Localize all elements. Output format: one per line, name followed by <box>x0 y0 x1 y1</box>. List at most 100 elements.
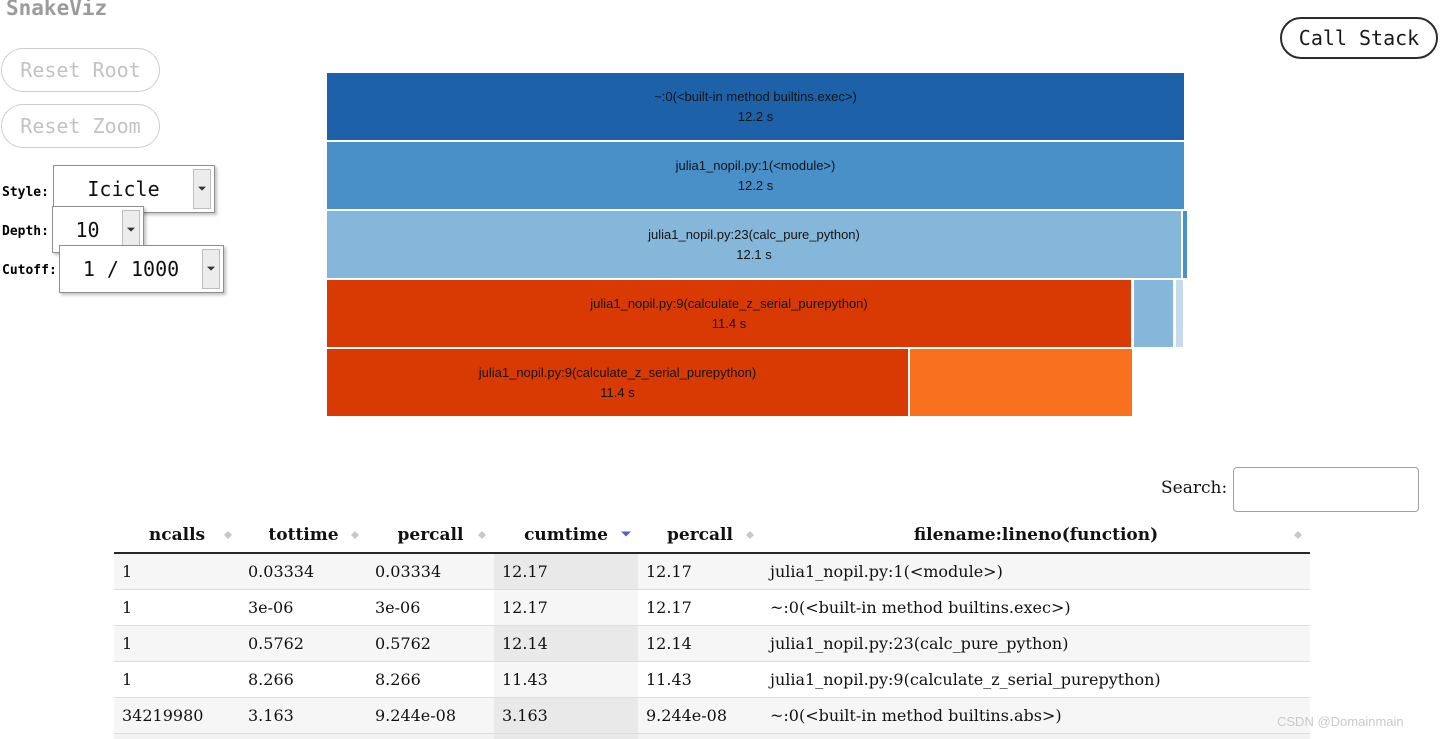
watermark: CSDN @Domainmain <box>1277 714 1404 729</box>
icicle-block-time: 12.2 s <box>737 178 774 193</box>
table-cell: 1 <box>114 625 240 662</box>
table-cell: 1 <box>114 589 240 626</box>
table-row-partial <box>114 733 1310 739</box>
icicle-block-time: 11.4 s <box>600 385 635 400</box>
table-cell: julia1_nopil.py:9(calculate_z_serial_pur… <box>762 661 1310 698</box>
icicle-block-label: ~:0(<built-in method builtins.exec>) <box>654 89 857 104</box>
icicle-chart: ~:0(<built-in method builtins.exec>) 12.2… <box>327 73 1187 418</box>
reset-root-button[interactable]: Reset Root <box>1 48 160 92</box>
column-header-percall[interactable]: percall <box>638 518 762 554</box>
reset-zoom-button[interactable]: Reset Zoom <box>1 104 160 148</box>
table-cell: 8.266 <box>367 661 494 698</box>
search-label: Search: <box>1161 478 1228 498</box>
icicle-block[interactable]: julia1_nopil.py:1(<module>) 12.2 s <box>327 142 1184 209</box>
icicle-block-time: 11.4 s <box>711 316 747 331</box>
icicle-row-depth-1: julia1_nopil.py:1(<module>) 12.2 s <box>327 142 1187 209</box>
column-header-ncalls[interactable]: ncalls <box>114 518 240 554</box>
table-cell: 11.43 <box>638 661 762 698</box>
table-cell: 0.03334 <box>240 553 367 590</box>
cutoff-label: Cutoff: <box>2 263 57 278</box>
chevron-down-icon <box>122 210 140 249</box>
icicle-row-depth-0: ~:0(<built-in method builtins.exec>) 12.2… <box>327 73 1187 140</box>
icicle-block-label: julia1_nopil.py:9(calculate_z_serial_pur… <box>590 296 868 311</box>
icicle-block-small[interactable] <box>1176 280 1183 347</box>
call-stack-button[interactable]: Call Stack <box>1280 17 1438 59</box>
table-cell: julia1_nopil.py:23(calc_pure_python) <box>762 625 1310 662</box>
table-cell: 1 <box>114 553 240 590</box>
column-header-label: tottime <box>268 525 339 545</box>
sort-icon <box>351 528 360 542</box>
column-header-cumtime[interactable]: cumtime <box>494 518 638 554</box>
sort-icon <box>746 528 755 542</box>
table-cell <box>367 734 494 739</box>
table-row[interactable]: 1 8.266 8.266 11.43 11.43 julia1_nopil.py:9(c… <box>114 661 1310 698</box>
column-header-label: ncalls <box>148 525 206 545</box>
chevron-down-icon <box>202 249 220 289</box>
style-select[interactable]: Icicle <box>53 165 215 213</box>
icicle-block-small[interactable] <box>910 349 1132 416</box>
search-input[interactable] <box>1233 467 1419 512</box>
column-header-label: percall <box>667 525 733 545</box>
icicle-block-small[interactable] <box>1134 280 1173 347</box>
column-header-tottime[interactable]: tottime <box>240 518 367 554</box>
table-cell: 12.17 <box>494 553 638 590</box>
column-header-label: cumtime <box>524 525 608 545</box>
cutoff-select-value: 1 / 1000 <box>82 257 180 281</box>
sort-icon <box>478 528 487 542</box>
table-cell <box>762 734 1310 739</box>
column-header-filename-lineno-function-[interactable]: filename:lineno(function) <box>762 518 1310 554</box>
table-cell <box>114 734 240 739</box>
table-cell: 11.43 <box>494 661 638 698</box>
table-cell: 12.17 <box>638 589 762 626</box>
table-cell: 12.14 <box>494 625 638 662</box>
icicle-row-depth-3: julia1_nopil.py:9(calculate_z_serial_pur… <box>327 280 1187 347</box>
table-row[interactable]: 1 0.03334 0.03334 12.17 12.17 julia1_nopil.py… <box>114 553 1310 590</box>
page-title: SnakeViz <box>6 0 108 20</box>
icicle-block[interactable]: julia1_nopil.py:9(calculate_z_serial_pur… <box>327 349 908 416</box>
table-cell <box>494 733 638 739</box>
icicle-block-small[interactable] <box>1183 211 1187 278</box>
icicle-row-depth-4: julia1_nopil.py:9(calculate_z_serial_pur… <box>327 349 1187 416</box>
table-cell: 9.244e-08 <box>638 697 762 734</box>
table-cell: ~:0(<built-in method builtins.abs>) <box>762 697 1310 734</box>
depth-label: Depth: <box>2 224 49 239</box>
sort-desc-icon <box>621 531 631 542</box>
stats-table: ncalls tottime percall cumtime percall filena… <box>114 518 1310 739</box>
table-cell: 0.03334 <box>367 553 494 590</box>
table-cell: 3e-06 <box>367 589 494 626</box>
icicle-block-label: julia1_nopil.py:9(calculate_z_serial_pur… <box>478 365 757 380</box>
column-header-label: percall <box>397 525 464 545</box>
table-cell: 34219980 <box>114 697 240 734</box>
icicle-block-time: 12.2 s <box>737 109 774 124</box>
depth-select-value: 10 <box>75 217 100 242</box>
column-header-label: filename:lineno(function) <box>913 525 1159 545</box>
table-cell: 3e-06 <box>240 589 367 626</box>
table-row[interactable]: 1 3e-06 3e-06 12.17 12.17 ~:0(<built-in metho… <box>114 589 1310 626</box>
column-header-percall[interactable]: percall <box>367 518 494 554</box>
table-cell: ~:0(<built-in method builtins.exec>) <box>762 589 1310 626</box>
icicle-block-label: julia1_nopil.py:23(calc_pure_python) <box>648 227 860 242</box>
icicle-block-time: 12.1 s <box>736 247 772 262</box>
icicle-block-label: julia1_nopil.py:1(<module>) <box>675 158 836 173</box>
sort-icon <box>224 528 233 542</box>
sort-icon <box>1294 528 1303 542</box>
table-cell: 12.14 <box>638 625 762 662</box>
table-row[interactable]: 34219980 3.163 9.244e-08 3.163 9.244e-08 ~:0(… <box>114 697 1310 734</box>
icicle-row-depth-2: julia1_nopil.py:23(calc_pure_python) 12.1… <box>327 211 1187 278</box>
chevron-down-icon <box>193 169 211 209</box>
style-label: Style: <box>2 185 49 200</box>
icicle-block[interactable]: julia1_nopil.py:23(calc_pure_python) 12.1… <box>327 211 1181 278</box>
icicle-block[interactable]: julia1_nopil.py:9(calculate_z_serial_pur… <box>327 280 1131 347</box>
table-cell: 12.17 <box>494 589 638 626</box>
table-cell <box>638 734 762 739</box>
icicle-block[interactable]: ~:0(<built-in method builtins.exec>) 12.2… <box>327 73 1184 140</box>
table-cell: 3.163 <box>494 697 638 734</box>
table-cell: 0.5762 <box>367 625 494 662</box>
table-row[interactable]: 1 0.5762 0.5762 12.14 12.14 julia1_nopil.py:2… <box>114 625 1310 662</box>
cutoff-select[interactable]: 1 / 1000 <box>59 245 224 293</box>
table-cell: 12.17 <box>638 553 762 590</box>
table-cell: 3.163 <box>240 697 367 734</box>
table-cell: 9.244e-08 <box>367 697 494 734</box>
table-cell: 1 <box>114 661 240 698</box>
